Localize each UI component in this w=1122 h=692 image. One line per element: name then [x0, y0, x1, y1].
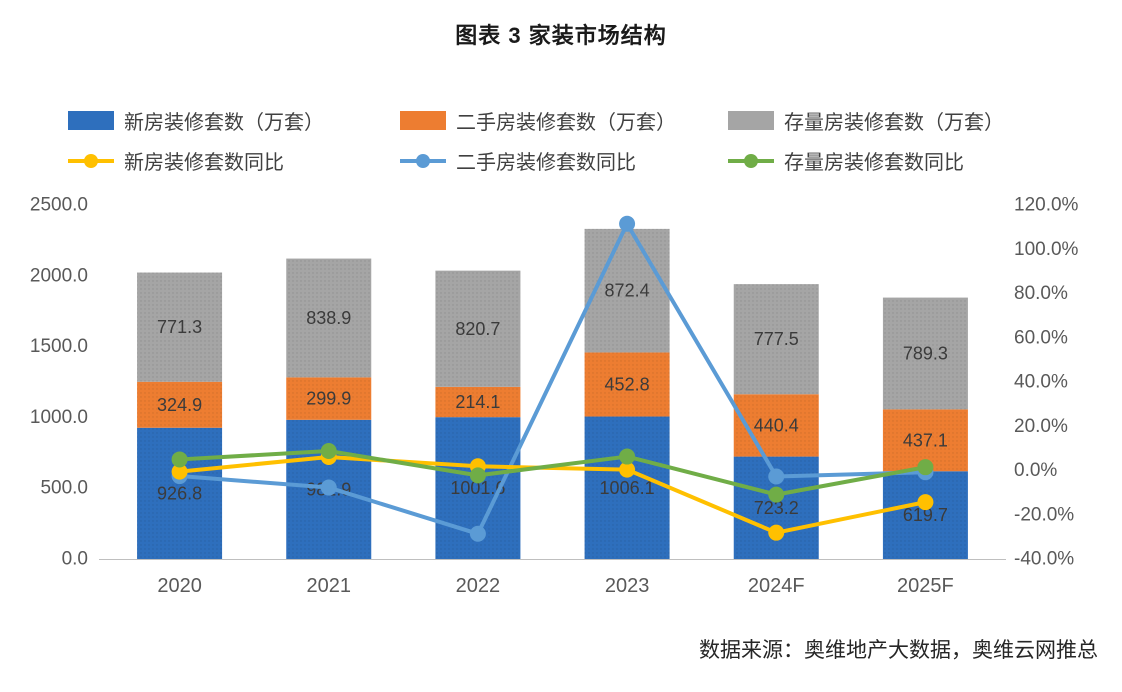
- yoy-line-marker: [619, 461, 636, 478]
- x-axis-label: 2020: [157, 575, 202, 597]
- legend-label: 存量房装修套数同比: [784, 152, 964, 174]
- left-axis-tick: 1500.0: [30, 336, 88, 357]
- legend-line-marker-secondhand-icon: [400, 152, 446, 170]
- legend-item-new-homes-bar: 新房装修套数（万套）: [68, 106, 324, 135]
- legend-line-marker-new-icon: [68, 152, 114, 170]
- bar-value-label: 619.7: [903, 505, 948, 525]
- right-axis-tick: 0.0%: [1014, 460, 1057, 481]
- bar-segment-texture: [882, 471, 968, 559]
- bar-value-label: 872.4: [605, 281, 650, 301]
- yoy-line-marker: [917, 459, 934, 476]
- bar-value-label: 838.9: [306, 308, 351, 328]
- bar-segment-texture: [286, 258, 372, 378]
- yoy-line-marker: [320, 443, 337, 460]
- legend-swatch-secondhand-homes-icon: [400, 111, 446, 130]
- right-axis-tick: -40.0%: [1014, 549, 1074, 570]
- left-axis-tick: 2000.0: [30, 265, 88, 286]
- bar-segment-texture: [882, 297, 968, 410]
- bar-segment-texture: [584, 352, 670, 417]
- bar-value-label: 789.3: [903, 343, 948, 363]
- legend-row-bars: 新房装修套数（万套） 二手房装修套数（万套） 存量房装修套数（万套）: [0, 106, 1122, 135]
- yoy-line: [177, 449, 928, 497]
- bar-segment-texture: [137, 427, 223, 559]
- data-source-note: 数据来源：奥维地产大数据，奥维云网推总: [699, 639, 1098, 662]
- yoy-line-marker: [469, 467, 486, 484]
- right-axis-tick: 40.0%: [1014, 372, 1068, 393]
- left-axis-tick: 1000.0: [30, 407, 88, 428]
- bar-value-label: 771.3: [157, 317, 202, 337]
- left-axis-tick: 2500.0: [30, 195, 88, 216]
- bar-value-label: 214.1: [455, 392, 500, 412]
- bar-segment-texture: [137, 381, 223, 428]
- legend-line-marker-existing-icon: [728, 152, 774, 170]
- left-axis-tick: 0.0: [62, 549, 88, 570]
- legend-label: 新房装修套数（万套）: [124, 112, 324, 134]
- bar-segment-texture: [435, 270, 521, 387]
- legend-swatch-existing-homes-icon: [728, 111, 774, 130]
- bar-value-label: 440.4: [754, 415, 799, 435]
- bar-value-label: 820.7: [455, 319, 500, 339]
- legend-label: 二手房装修套数（万套）: [456, 112, 676, 134]
- x-axis-label: 2023: [605, 575, 650, 597]
- bar-segment-texture: [435, 386, 521, 418]
- bar-value-label: 926.8: [157, 483, 202, 503]
- legend-label: 二手房装修套数同比: [456, 152, 636, 174]
- right-axis-tick: 100.0%: [1014, 239, 1079, 260]
- legend-swatch-new-homes-icon: [68, 111, 114, 130]
- right-axis-tick: -20.0%: [1014, 504, 1074, 525]
- x-axis-label: 2024F: [748, 575, 805, 597]
- legend-item-existing-homes-yoy: 存量房装修套数同比: [728, 146, 964, 175]
- yoy-line-marker: [469, 525, 486, 542]
- legend-row-lines: 新房装修套数同比 二手房装修套数同比 存量房装修套数同比: [0, 146, 1122, 175]
- bar-value-label: 723.2: [754, 498, 799, 518]
- bar-segment-texture: [286, 377, 372, 420]
- legend-item-new-homes-yoy: 新房装修套数同比: [68, 146, 284, 175]
- bar-value-label: 1006.1: [600, 478, 655, 498]
- bar-value-label: 452.8: [605, 374, 650, 394]
- yoy-line-marker: [768, 486, 785, 503]
- page-title: 图表 3 家装市场结构: [455, 23, 667, 48]
- yoy-line-marker: [171, 451, 188, 468]
- legend-label: 存量房装修套数（万套）: [784, 112, 1004, 134]
- yoy-line-marker: [619, 215, 636, 232]
- yoy-line-marker: [171, 463, 188, 480]
- right-axis-tick: 80.0%: [1014, 283, 1068, 304]
- bar-value-label: 1001.6: [450, 478, 505, 498]
- legend-item-existing-homes-bar: 存量房装修套数（万套）: [728, 106, 1004, 135]
- bar-value-label: 299.9: [306, 389, 351, 409]
- legend-item-secondhand-homes-yoy: 二手房装修套数同比: [400, 146, 636, 175]
- bar-segment-texture: [584, 416, 670, 559]
- x-axis-label: 2022: [456, 575, 501, 597]
- bar-value-label: 437.1: [903, 430, 948, 450]
- yoy-line-marker: [619, 448, 636, 465]
- bar-value-label: 777.5: [754, 329, 799, 349]
- right-axis-tick: 20.0%: [1014, 416, 1068, 437]
- legend-label: 新房装修套数同比: [124, 152, 284, 174]
- bar-segment-texture: [137, 272, 223, 382]
- x-axis-label: 2025F: [897, 575, 954, 597]
- right-axis-tick: 60.0%: [1014, 327, 1068, 348]
- yoy-line-marker: [320, 479, 337, 496]
- bar-segment-texture: [733, 284, 819, 395]
- right-axis-tick: 120.0%: [1014, 195, 1079, 216]
- yoy-line: [177, 221, 928, 536]
- legend-item-secondhand-homes-bar: 二手房装修套数（万套）: [400, 106, 676, 135]
- left-axis-tick: 500.0: [40, 478, 88, 499]
- bar-value-label: 324.9: [157, 395, 202, 415]
- x-axis-label: 2021: [307, 575, 352, 597]
- bar-segment-texture: [584, 228, 670, 353]
- yoy-line-marker: [917, 494, 934, 511]
- yoy-line-marker: [768, 524, 785, 541]
- yoy-line-marker: [768, 468, 785, 485]
